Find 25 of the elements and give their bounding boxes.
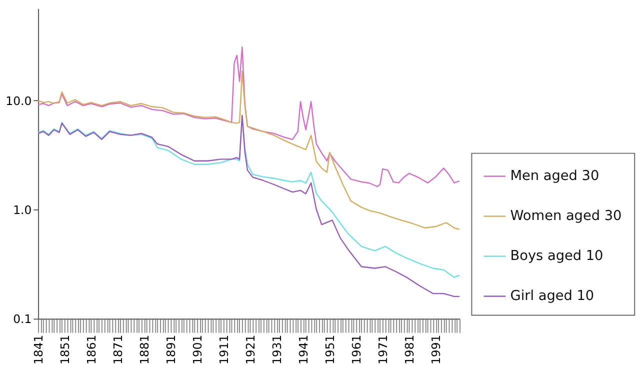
line-series [37, 70, 460, 230]
x-tick-label: 1861 [84, 334, 98, 365]
x-tick-label: 1951 [323, 334, 338, 365]
line-series [37, 46, 460, 188]
x-tick-label: 1931 [270, 334, 284, 365]
x-tick-label: 1851 [58, 334, 72, 365]
y-tick-label: 1.0 [13, 203, 32, 218]
x-tick-label: 1971 [376, 334, 390, 365]
x-tick-label: 1961 [350, 334, 364, 365]
x-tick-label: 1991 [429, 334, 444, 365]
x-tick-label: 1891 [164, 334, 178, 365]
legend-label: Men aged 30 [510, 168, 600, 184]
y-tick-label: 0.1 [13, 312, 32, 326]
x-tick-label: 1921 [243, 334, 258, 365]
x-tick-label: 1981 [402, 334, 417, 365]
legend-label: Women aged 30 [510, 208, 622, 224]
x-tick-label: 1941 [296, 334, 311, 365]
x-tick-label: 1871 [110, 334, 125, 365]
legend-label: Girl aged 10 [510, 288, 594, 304]
x-tick-label: 1841 [31, 334, 46, 365]
y-tick-label: 10.0 [6, 94, 32, 108]
x-tick-label: 1911 [216, 334, 231, 365]
x-tick-label: 1881 [137, 334, 152, 365]
legend-label: Boys aged 10 [510, 248, 604, 264]
x-tick-label: 1901 [190, 334, 204, 365]
